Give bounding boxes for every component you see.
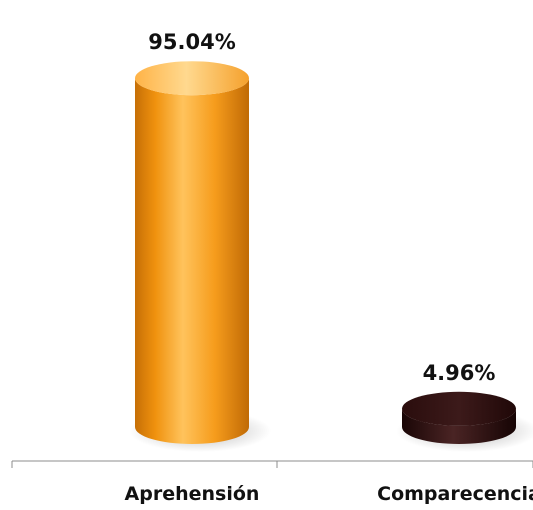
labels-layer: 95.04% Aprehensión 4.96% Comparecencia [125, 30, 533, 505]
bar-body [135, 78, 249, 445]
bar-top-cap [135, 61, 249, 96]
x-axis-ticks [11, 461, 533, 468]
bars-layer [129, 61, 533, 452]
bar-1 [396, 391, 533, 452]
bar-body [402, 408, 516, 444]
category-label-0: Aprehensión [125, 483, 260, 505]
bar-top-cap [402, 391, 516, 426]
data-label-0: 95.04% [148, 30, 235, 54]
category-label-1: Comparecencia [377, 483, 533, 505]
bar-0 [129, 61, 271, 452]
data-label-1: 4.96% [423, 361, 496, 385]
